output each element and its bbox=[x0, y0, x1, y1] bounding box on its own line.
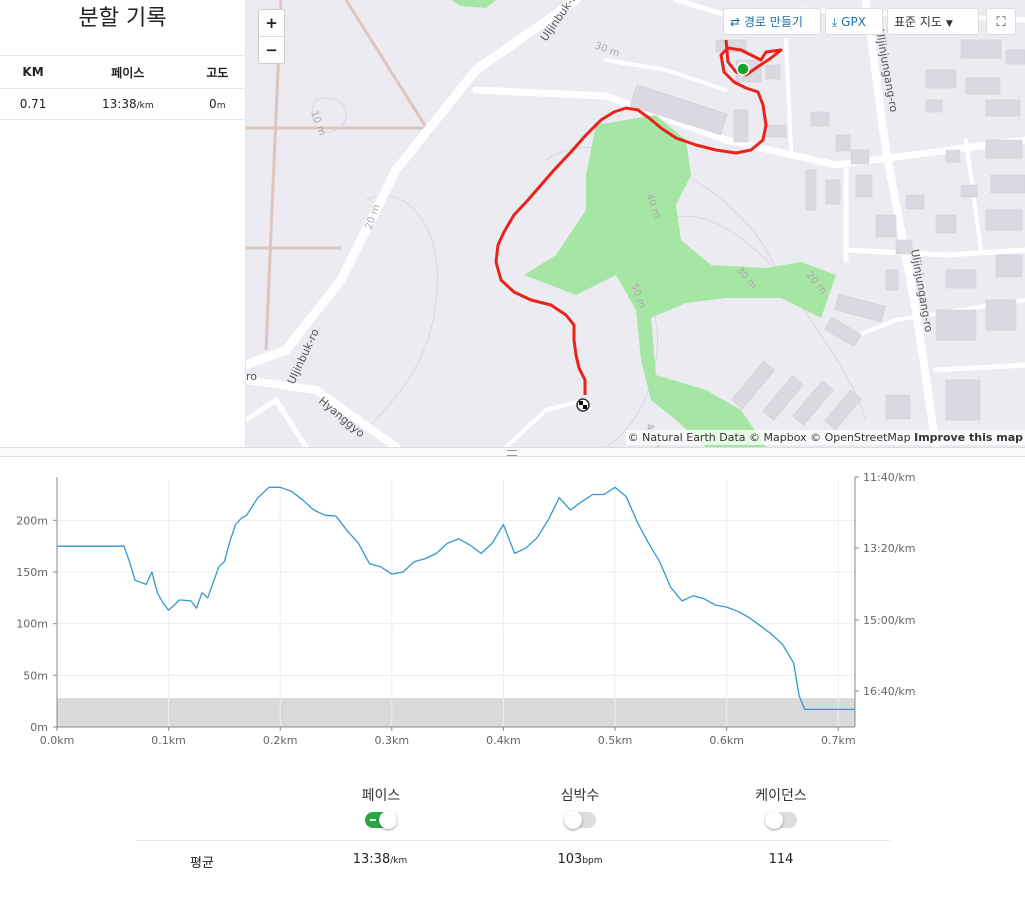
splits-header-elev: 고도 bbox=[189, 56, 245, 89]
y-right-tick-label: 16:40/km bbox=[863, 685, 916, 698]
y-right-tick-label: 13:20/km bbox=[863, 542, 916, 555]
splits-header-km: KM bbox=[0, 56, 67, 89]
cadence-switch[interactable] bbox=[765, 811, 797, 829]
finish-marker bbox=[576, 398, 590, 412]
create-route-button[interactable]: ⇄ 경로 만들기 bbox=[723, 8, 821, 35]
pace-line bbox=[57, 486, 855, 711]
x-tick-label: 0.7km bbox=[821, 734, 856, 747]
map-canvas[interactable]: Uljinbuk-ro Uljinjungang-ro Uljinjungang… bbox=[246, 0, 1025, 447]
x-tick-label: 0.3km bbox=[375, 734, 410, 747]
split-km: 0.71 bbox=[0, 88, 67, 120]
average-pace: 13:38/km bbox=[352, 852, 408, 867]
attribution-osm[interactable]: © OpenStreetMap bbox=[810, 431, 911, 444]
average-cadence: 114 bbox=[768, 852, 794, 867]
contour-label: 10 m bbox=[308, 109, 327, 137]
y-left-tick-label: 0m bbox=[30, 721, 48, 734]
y-left-tick-label: 150m bbox=[16, 566, 48, 579]
x-tick-label: 0.5km bbox=[598, 734, 633, 747]
caret-down-icon: ▼ bbox=[945, 19, 953, 29]
route-icon: ⇄ bbox=[730, 15, 741, 29]
cadence-toggle[interactable]: 케이던스 bbox=[721, 785, 841, 829]
map-type-select[interactable]: 표준 지도 ▼ bbox=[887, 8, 979, 35]
split-pace: 13:38/km bbox=[66, 88, 190, 120]
splits-panel: 분할 기록 KM 페이스 고도 0.71 13:38/km 0m bbox=[0, 0, 246, 447]
averages-divider bbox=[135, 840, 890, 841]
attribution-natural-earth[interactable]: © Natural Earth Data bbox=[627, 431, 746, 444]
pace-toggle[interactable]: 페이스 bbox=[321, 785, 441, 829]
splits-title: 분할 기록 bbox=[0, 0, 245, 56]
x-tick-label: 0.0km bbox=[40, 734, 75, 747]
average-label: 평균 bbox=[190, 856, 214, 871]
y-right-tick-label: 15:00/km bbox=[863, 614, 916, 627]
resize-divider[interactable] bbox=[0, 447, 1025, 457]
attribution-mapbox[interactable]: © Mapbox bbox=[749, 431, 807, 444]
x-tick-label: 0.4km bbox=[486, 734, 521, 747]
download-icon: ⤓ bbox=[832, 15, 838, 29]
splits-table: KM 페이스 고도 0.71 13:38/km 0m bbox=[0, 56, 245, 120]
road-label: ro bbox=[246, 370, 257, 383]
fullscreen-icon: ⛶ bbox=[996, 15, 1006, 30]
y-right-tick-label: 11:40/km bbox=[863, 471, 916, 484]
elevation-pace-chart[interactable]: 0m 50m 100m 150m 200m 0.0km 0.1km 0.2km 0.3km 0.4… bbox=[0, 457, 1025, 757]
heart-rate-toggle[interactable]: 심박수 bbox=[520, 785, 640, 829]
y-left-tick-label: 200m bbox=[16, 514, 48, 527]
route-map[interactable]: Uljinbuk-ro Uljinjungang-ro Uljinjungang… bbox=[246, 0, 1025, 447]
split-elev: 0m bbox=[189, 88, 245, 120]
pace-toggle-label: 페이스 bbox=[361, 788, 401, 804]
heart-rate-toggle-label: 심박수 bbox=[560, 788, 600, 804]
x-tick-label: 0.6km bbox=[709, 734, 744, 747]
route-line bbox=[494, 39, 783, 395]
start-marker bbox=[736, 62, 750, 76]
cadence-toggle-label: 케이던스 bbox=[755, 788, 807, 804]
x-tick-label: 0.2km bbox=[263, 734, 298, 747]
y-left-tick-label: 100m bbox=[16, 618, 48, 631]
grip-icon bbox=[507, 450, 517, 456]
pace-switch[interactable] bbox=[365, 811, 397, 829]
y-left-tick-label: 50m bbox=[23, 669, 48, 682]
zoom-in-button[interactable]: + bbox=[265, 14, 278, 32]
road-label: Uljinbuk-ro bbox=[285, 327, 322, 387]
map-attribution: © Natural Earth Data © Mapbox © OpenStre… bbox=[625, 430, 1025, 445]
average-heart-rate: 103bpm bbox=[557, 852, 603, 867]
splits-header-pace: 페이스 bbox=[66, 56, 190, 89]
improve-map-link[interactable]: Improve this map bbox=[914, 431, 1023, 444]
table-row: 0.71 13:38/km 0m bbox=[0, 88, 245, 120]
contour-label: 30 m bbox=[593, 40, 621, 59]
x-tick-label: 0.1km bbox=[151, 734, 186, 747]
fullscreen-button[interactable]: ⛶ bbox=[986, 8, 1016, 35]
heart-rate-switch[interactable] bbox=[564, 811, 596, 829]
elevation-band bbox=[57, 698, 855, 727]
zoom-control: + − bbox=[258, 9, 285, 64]
contour-label: 20 m bbox=[363, 203, 382, 231]
zoom-out-button[interactable]: − bbox=[259, 36, 284, 63]
gpx-button[interactable]: ⤓ GPX bbox=[825, 8, 883, 35]
